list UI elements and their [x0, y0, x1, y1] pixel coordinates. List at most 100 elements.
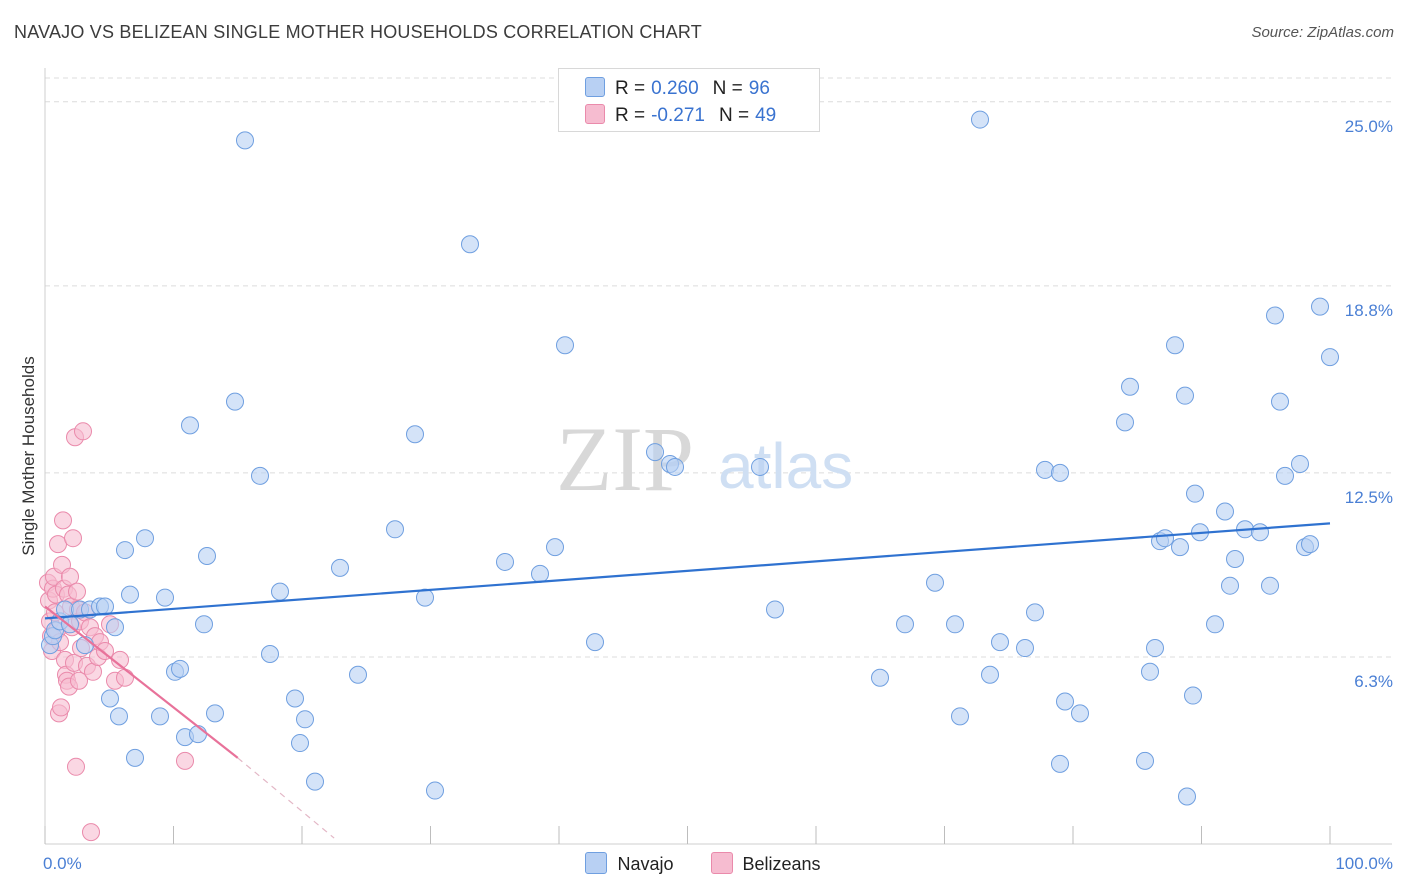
- navajo-point: [261, 644, 279, 663]
- belizean-point: [54, 511, 72, 530]
- navajo-point: [531, 564, 549, 583]
- navajo-point: [1121, 377, 1139, 396]
- belizean-point: [49, 535, 67, 554]
- navajo-swatch: [585, 77, 605, 97]
- navajo-point: [646, 443, 664, 462]
- navajo-point: [1291, 454, 1309, 473]
- legend-r-label: R =: [615, 105, 646, 126]
- belizean-point: [74, 422, 92, 441]
- belize-legend-label: Belizeans: [742, 854, 821, 874]
- navajo-point: [991, 633, 1009, 652]
- belizean-point: [70, 671, 88, 690]
- navajo-point: [981, 665, 999, 684]
- y-tick-label: 12.5%: [1345, 488, 1393, 507]
- series-legend: Navajo Belizeans: [0, 852, 1406, 875]
- navajo-point: [156, 588, 174, 607]
- belizean-point: [67, 757, 85, 776]
- navajo-point: [189, 725, 207, 744]
- navajo-point: [586, 633, 604, 652]
- navajo-point: [110, 707, 128, 726]
- navajo-point: [1136, 751, 1154, 770]
- navajo-point: [926, 573, 944, 592]
- navajo-point: [126, 748, 144, 767]
- navajo-point: [1171, 538, 1189, 557]
- legend-row-navajo: R = 0.260 N = 96: [585, 77, 770, 100]
- navajo-point: [331, 558, 349, 577]
- legend-r-value: -0.271: [651, 105, 705, 126]
- y-axis-label: Single Mother Households: [19, 356, 38, 555]
- belizean-point: [64, 529, 82, 548]
- navajo-point: [286, 689, 304, 708]
- navajo-point: [236, 131, 254, 150]
- navajo-point: [971, 110, 989, 129]
- navajo-point: [751, 457, 769, 476]
- navajo-point: [1026, 603, 1044, 622]
- legend-n-value: 49: [755, 105, 777, 126]
- navajo-point: [1141, 662, 1159, 681]
- navajo-point: [1251, 523, 1269, 542]
- navajo-point: [896, 615, 914, 634]
- navajo-point: [416, 588, 434, 607]
- belizean-point: [61, 567, 79, 586]
- navajo-point: [1216, 502, 1234, 521]
- navajo-point: [136, 529, 154, 548]
- navajo-point: [1276, 466, 1294, 485]
- legend-row-belize: R = -0.271 N = 49: [585, 104, 776, 127]
- x-tick-label: 100.0%: [1335, 854, 1393, 873]
- navajo-point: [871, 668, 889, 687]
- navajo-point: [206, 704, 224, 723]
- navajo-point: [349, 665, 367, 684]
- navajo-point: [271, 582, 289, 601]
- belizean-point: [176, 751, 194, 770]
- navajo-point: [946, 615, 964, 634]
- legend-item-belizeans: Belizeans: [710, 852, 821, 875]
- grid-layer: [45, 77, 1392, 658]
- navajo-point: [426, 781, 444, 800]
- belizean-trend-line: [44, 605, 239, 759]
- navajo-point: [386, 520, 404, 539]
- navajo-point: [1261, 576, 1279, 595]
- navajo-point: [1186, 484, 1204, 503]
- navajo-point: [251, 466, 269, 485]
- correlation-legend: R = 0.260 N = 96 R = -0.271 N = 49: [558, 68, 820, 132]
- navajo-point: [666, 457, 684, 476]
- navajo-point: [116, 541, 134, 560]
- navajo-point: [546, 538, 564, 557]
- navajo-point: [1016, 639, 1034, 658]
- navajo-point: [1071, 704, 1089, 723]
- chart-title: NAVAJO VS BELIZEAN SINGLE MOTHER HOUSEHO…: [14, 22, 702, 42]
- legend-r-value: 0.260: [651, 78, 699, 99]
- navajo-point: [1311, 297, 1329, 316]
- y-tick-label: 25.0%: [1345, 117, 1393, 136]
- navajo-point: [1036, 460, 1054, 479]
- navajo-point: [1266, 306, 1284, 325]
- belizean-trend-extension: [237, 757, 335, 839]
- navajo-point: [101, 689, 119, 708]
- navajo-point: [151, 707, 169, 726]
- navajo-point: [181, 416, 199, 435]
- source-label: Source: ZipAtlas.com: [1251, 24, 1394, 41]
- navajo-point: [461, 235, 479, 254]
- belizean-point: [68, 582, 86, 601]
- legend-n-label: N =: [718, 105, 750, 126]
- navajo-point: [951, 707, 969, 726]
- navajo-trend-line: [44, 522, 1331, 620]
- belize-legend-swatch: [710, 852, 733, 874]
- navajo-point: [1226, 549, 1244, 568]
- navajo-point: [406, 425, 424, 444]
- belizean-point: [116, 668, 134, 687]
- belizean-point: [52, 698, 70, 717]
- navajo-point: [1301, 535, 1319, 554]
- trend-lines: [44, 522, 1331, 839]
- navajo-point: [1156, 529, 1174, 548]
- legend-r-label: R =: [615, 78, 646, 99]
- navajo-point: [195, 615, 213, 634]
- navajo-legend-swatch: [585, 852, 608, 874]
- belizean-point: [82, 823, 100, 842]
- navajo-point: [1321, 348, 1339, 367]
- navajo-point: [1206, 615, 1224, 634]
- navajo-point: [198, 547, 216, 566]
- x-tick-label: 0.0%: [43, 854, 82, 873]
- navajo-point: [1146, 639, 1164, 658]
